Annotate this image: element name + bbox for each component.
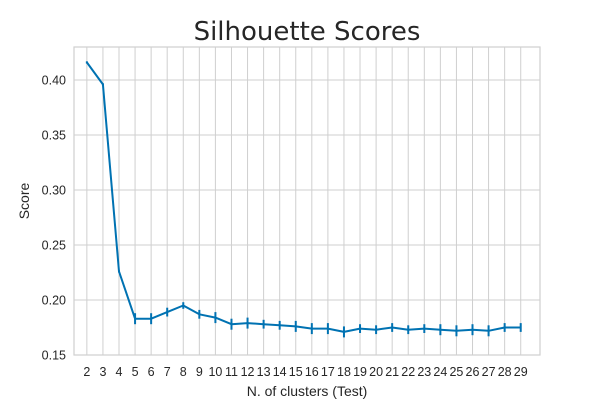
x-tick-label: 12 bbox=[241, 365, 255, 379]
x-tick-label: 7 bbox=[164, 365, 171, 379]
data-point bbox=[166, 311, 168, 313]
data-point bbox=[503, 326, 506, 329]
data-point bbox=[278, 324, 281, 327]
data-point bbox=[359, 327, 361, 330]
y-tick-label: 0.20 bbox=[42, 294, 66, 308]
x-tick-label: 28 bbox=[498, 365, 512, 379]
x-tick-label: 21 bbox=[385, 365, 399, 379]
x-tick-label: 3 bbox=[99, 365, 106, 379]
x-tick-label: 29 bbox=[514, 365, 528, 379]
y-tick-label: 0.30 bbox=[42, 184, 66, 198]
data-point bbox=[182, 304, 185, 307]
x-tick-label: 17 bbox=[321, 365, 335, 379]
x-tick-label: 8 bbox=[180, 365, 187, 379]
data-point bbox=[86, 61, 88, 64]
x-tick-label: 23 bbox=[417, 365, 431, 379]
x-tick-label: 4 bbox=[116, 365, 123, 379]
data-point bbox=[102, 83, 104, 86]
x-tick-label: 15 bbox=[289, 365, 303, 379]
x-tick-label: 10 bbox=[208, 365, 222, 379]
data-point bbox=[230, 323, 233, 326]
series-group bbox=[85, 61, 522, 338]
data-point bbox=[214, 316, 217, 319]
chart-title: Silhouette Scores bbox=[194, 17, 421, 47]
data-point bbox=[294, 325, 297, 328]
y-tick-label: 0.40 bbox=[42, 74, 66, 88]
data-point bbox=[487, 330, 490, 332]
data-point bbox=[198, 313, 201, 316]
y-tick-label: 0.25 bbox=[42, 239, 66, 253]
data-point bbox=[262, 323, 265, 326]
x-tick-label: 20 bbox=[369, 365, 383, 379]
y-ticks: 0.15 0.20 0.25 0.30 0.35 0.40 bbox=[42, 74, 66, 363]
y-tick-label: 0.35 bbox=[42, 129, 66, 143]
x-tick-label: 27 bbox=[482, 365, 496, 379]
x-tick-label: 2 bbox=[83, 365, 90, 379]
series-line bbox=[86, 61, 521, 333]
x-tick-label: 9 bbox=[196, 365, 203, 379]
plot-frame bbox=[73, 46, 541, 356]
data-point bbox=[246, 322, 249, 324]
x-tick-label: 14 bbox=[273, 365, 287, 379]
x-tick-label: 16 bbox=[305, 365, 319, 379]
y-axis-label: Score bbox=[16, 183, 32, 220]
x-tick-label: 11 bbox=[225, 365, 238, 379]
data-point bbox=[471, 328, 474, 331]
data-point bbox=[407, 328, 410, 331]
data-point bbox=[343, 331, 345, 333]
x-tick-label: 6 bbox=[148, 365, 155, 379]
grid bbox=[74, 47, 540, 356]
x-tick-label: 26 bbox=[466, 365, 480, 379]
x-tick-label: 18 bbox=[337, 365, 351, 379]
data-point bbox=[423, 327, 426, 330]
data-point bbox=[327, 327, 329, 330]
data-point bbox=[118, 270, 120, 273]
data-point bbox=[391, 326, 393, 329]
x-tick-label: 25 bbox=[449, 365, 463, 379]
data-point bbox=[134, 317, 136, 320]
data-point bbox=[455, 330, 458, 332]
x-axis-label: N. of clusters (Test) bbox=[247, 383, 368, 399]
data-point bbox=[519, 326, 522, 329]
data-point bbox=[311, 327, 313, 330]
y-tick-label: 0.15 bbox=[42, 349, 66, 363]
data-point bbox=[375, 328, 377, 331]
x-tick-label: 13 bbox=[257, 365, 271, 379]
x-tick-label: 24 bbox=[433, 365, 447, 379]
data-point bbox=[439, 328, 442, 331]
x-tick-label: 22 bbox=[401, 365, 415, 379]
x-ticks: 2 3 4 5 6 7 8 9 10 11 12 13 14 15 16 17 18 19 20 21 22 23 24 25… bbox=[83, 365, 527, 379]
x-tick-label: 19 bbox=[353, 365, 367, 379]
x-tick-label: 5 bbox=[132, 365, 139, 379]
data-point bbox=[150, 317, 152, 320]
